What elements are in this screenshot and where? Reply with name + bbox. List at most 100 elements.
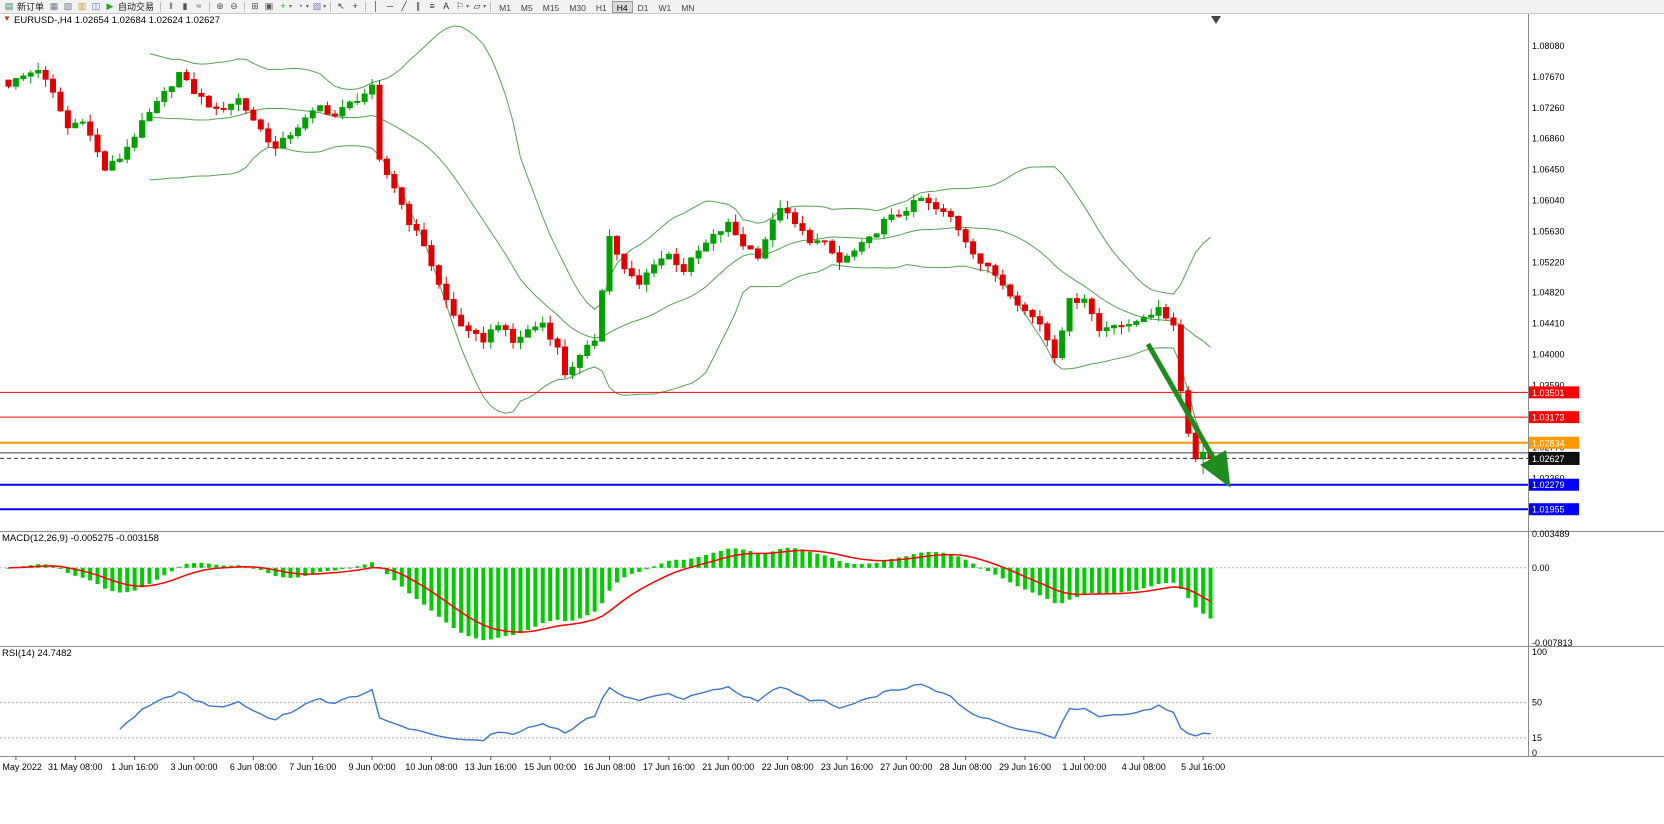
toolbar-separator (160, 1, 162, 12)
candle (317, 104, 324, 112)
macd-histogram-bar (303, 567, 308, 576)
candle (702, 239, 709, 252)
market-watch-icon[interactable]: ▥ (77, 1, 87, 11)
macd-histogram-bar (703, 555, 708, 568)
candle (242, 98, 249, 115)
candle (688, 256, 695, 277)
macd-histogram-bar (540, 567, 545, 623)
time-axis-label: 23 Jun 16:00 (821, 762, 873, 772)
candle (918, 195, 925, 202)
time-axis-label: 31 May 08:00 (48, 762, 103, 772)
new-order-label[interactable]: 新订单 (17, 2, 45, 12)
macd-histogram-bar (934, 552, 938, 568)
candle (1111, 324, 1118, 335)
vertical-line-icon[interactable]: │ (373, 1, 379, 11)
text-icon[interactable]: A (443, 1, 450, 11)
candle (280, 131, 287, 150)
arrange-windows-icon[interactable]: ▣ (264, 1, 274, 11)
arrows-icon[interactable]: ⚐ (456, 1, 465, 11)
timeframe-button-m15[interactable]: M15 (542, 2, 560, 13)
macd-histogram-bar (110, 567, 115, 592)
templates-dropdown-icon[interactable]: ▾ (323, 4, 327, 10)
timeframe-button-h4[interactable]: H4 (611, 0, 633, 13)
time-axis-label: 10 Jun 08:00 (405, 762, 457, 772)
templates-icon[interactable]: ▨ (312, 1, 322, 11)
time-axis-label: 27 Jun 00:00 (880, 762, 932, 772)
indicators-dropdown-icon[interactable]: ▾ (289, 4, 293, 10)
horizontal-line-icon[interactable]: ─ (386, 1, 394, 11)
arrows-dropdown-icon[interactable]: ▾ (466, 4, 470, 10)
macd-histogram-bar (1134, 567, 1139, 590)
timeframe-button-d1[interactable]: D1 (637, 2, 649, 13)
macd-histogram-bar (362, 564, 367, 568)
trendline-icon[interactable]: ╱ (401, 1, 407, 11)
macd-histogram-bar (295, 567, 300, 578)
crosshair-icon[interactable]: + (352, 1, 358, 11)
auto-trading-icon[interactable]: ▶ (106, 1, 114, 11)
candle (131, 133, 138, 151)
shapes-dropdown-icon[interactable]: ▾ (483, 4, 487, 10)
macd-histogram-bar (637, 567, 642, 572)
zoom-in-icon[interactable]: ⊕ (216, 1, 224, 11)
toolbar-separator (490, 1, 492, 12)
candle (57, 87, 64, 112)
bar-chart-icon[interactable]: ‖ (169, 1, 173, 11)
macd-histogram-bar (963, 559, 968, 568)
timeframe-button-m30[interactable]: M30 (569, 2, 586, 13)
cursor-icon[interactable]: ↖ (337, 1, 345, 11)
candle (161, 87, 168, 107)
candle (1118, 321, 1125, 335)
data-window-icon[interactable]: ◫ (91, 1, 101, 11)
timeframe-button-mn[interactable]: MN (681, 2, 695, 13)
new-order-icon[interactable]: ▤ (4, 1, 14, 11)
macd-histogram-bar (882, 560, 887, 568)
candle (606, 229, 613, 295)
macd-histogram-bar (399, 567, 404, 587)
indicators-icon[interactable]: + (280, 1, 286, 11)
macd-histogram-bar (837, 561, 842, 568)
timeframe-button-w1[interactable]: W1 (658, 2, 672, 13)
timeframe-button-m5[interactable]: M5 (520, 2, 533, 13)
periods-icon[interactable]: ◔ (297, 1, 303, 11)
tile-windows-icon[interactable]: ⊞ (251, 1, 259, 11)
periods-dropdown-icon[interactable]: ▾ (306, 4, 310, 10)
profiles-icon[interactable]: ▧ (63, 1, 73, 11)
macd-histogram-bar (384, 567, 389, 575)
macd-histogram-bar (466, 567, 471, 637)
macd-histogram-bar (511, 567, 516, 636)
candle (524, 324, 531, 338)
macd-histogram-bar (577, 567, 582, 619)
macd-histogram-bar (755, 553, 760, 568)
channel-icon[interactable]: ∥ (415, 1, 421, 11)
svg-text:1.03173: 1.03173 (1532, 413, 1565, 423)
macd-histogram-bar (889, 558, 894, 568)
shapes-icon[interactable]: ▱ (473, 1, 481, 11)
candle (5, 79, 12, 89)
macd-panel: 0.003489 0.00 -0.007813 (0, 529, 1573, 648)
auto-trading-label[interactable]: 自动交易 (118, 2, 155, 12)
macd-histogram-bar (473, 567, 478, 639)
candle (1177, 319, 1184, 398)
candle (72, 118, 79, 129)
price-axis-label: 1.05220 (1532, 257, 1565, 267)
macd-histogram-bar (807, 551, 812, 568)
candle (710, 229, 717, 251)
chart-shift-marker-icon[interactable] (1211, 16, 1221, 24)
candle (658, 250, 665, 269)
fibonacci-icon[interactable]: ≡ (429, 1, 435, 11)
macd-histogram-bar (169, 567, 174, 572)
timeframe-button-m1[interactable]: M1 (499, 2, 511, 13)
candlestick-chart-icon[interactable]: ▮ (182, 1, 188, 11)
zoom-out-icon[interactable]: ⊖ (230, 1, 238, 11)
chart-window-icon[interactable]: ▦ (49, 1, 59, 11)
candle (799, 215, 806, 236)
macd-histogram-bar (1126, 567, 1131, 592)
candle (1096, 307, 1103, 338)
timeframe-button-h1[interactable]: H1 (595, 2, 607, 13)
current-price-badge: 1.02627 (1528, 451, 1580, 465)
candle (421, 222, 428, 247)
line-chart-icon[interactable]: ≈ (196, 1, 202, 11)
candle (153, 97, 160, 114)
trend-arrow[interactable] (1145, 342, 1231, 488)
candle (35, 62, 42, 79)
